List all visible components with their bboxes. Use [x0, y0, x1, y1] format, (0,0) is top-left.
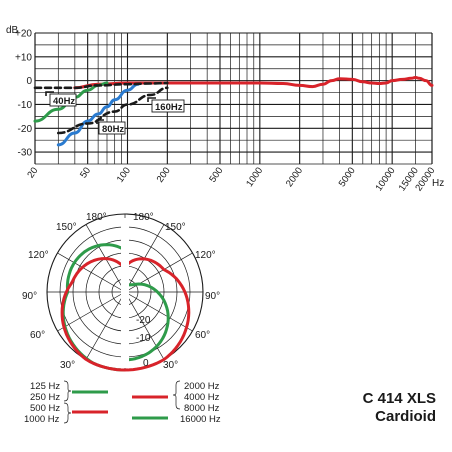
fr-xtick: 50	[78, 165, 93, 180]
polar-center-gap	[121, 218, 129, 368]
polar-left-red	[60, 257, 127, 372]
product-name: C 414 XLS	[363, 390, 436, 407]
fr-xtick: 500	[207, 165, 225, 184]
fr-xtick: 200	[155, 165, 173, 184]
polar-spoke	[124, 291, 165, 360]
fr-ylabel: dB	[6, 25, 19, 36]
polar-right-red	[123, 257, 191, 372]
angle-150-left: 150°	[56, 222, 77, 233]
fr-hook-40	[45, 91, 54, 96]
radial-minus10: -10	[136, 333, 151, 344]
fr-ytick: -20	[18, 124, 33, 135]
legend-8000hz: 8000 Hz	[184, 403, 220, 414]
annot-40hz: 40Hz	[53, 96, 75, 107]
fr-series-0	[73, 75, 434, 90]
fr-grid	[34, 32, 433, 165]
brace-right	[172, 380, 181, 410]
polar-angle-labels: 180° 150° 120° 90° 60° 30° 180° 150° 120…	[22, 212, 220, 371]
frequency-response-chart: +20 +10 0 -10 -20 -30 20 50 100 200 500 1000 2000 50…	[6, 25, 444, 193]
legend-2000hz: 2000 Hz	[184, 381, 220, 392]
polar-spoke	[57, 252, 126, 293]
fr-xtick: 10000	[373, 165, 397, 193]
fr-xtick: 1000	[244, 165, 265, 189]
fr-xtick: 100	[115, 165, 133, 184]
fr-series-4	[57, 86, 169, 135]
fr-xtick: 2000	[284, 165, 305, 189]
legend-250hz: 250 Hz	[30, 392, 60, 403]
annot-box-160hz	[151, 99, 185, 113]
polar-spoke	[85, 291, 126, 360]
annot-160hz: 160Hz	[155, 102, 183, 113]
fr-ytick: -30	[18, 148, 33, 159]
angle-180-left: 180°	[86, 212, 107, 223]
angle-90-left: 90°	[22, 291, 37, 302]
fr-hook-160	[147, 97, 156, 102]
brace-left-top	[63, 380, 72, 402]
polar-pattern-chart: 180° 150° 120° 90° 60° 30° 180° 150° 120…	[22, 212, 220, 372]
fr-annotations: 40Hz 80Hz 160Hz	[49, 93, 185, 135]
polar-left-green	[61, 243, 126, 372]
annot-box-40hz	[49, 93, 77, 107]
fr-series-3	[33, 81, 169, 90]
legend-125hz: 125 Hz	[30, 381, 60, 392]
fr-series-2	[56, 82, 140, 147]
fr-hook-80	[96, 119, 104, 124]
legend-1000hz: 1000 Hz	[24, 414, 60, 425]
fr-ytick: 0	[26, 76, 32, 87]
annot-80hz: 80Hz	[102, 124, 124, 135]
angle-60-left: 60°	[30, 330, 45, 341]
angle-60-right: 60°	[195, 330, 210, 341]
polar-legend: 125 Hz 250 Hz 500 Hz 1000 Hz 2000 Hz 400…	[24, 380, 221, 425]
angle-120-right: 120°	[195, 250, 216, 261]
fr-xlabel: Hz	[432, 178, 444, 189]
fr-ytick: -10	[18, 100, 33, 111]
brace-left-bottom	[63, 402, 72, 424]
fr-y-ticks: +20 +10 0 -10 -20 -30	[15, 29, 32, 159]
fr-series	[33, 75, 434, 147]
polar-radial-labels: -20 -10 0	[136, 315, 151, 369]
annot-box-80hz	[98, 121, 126, 135]
radial-0: 0	[143, 358, 149, 369]
angle-90-right: 90°	[205, 291, 220, 302]
radial-minus20: -20	[136, 315, 151, 326]
fr-ytick: +20	[15, 29, 32, 40]
legend-16000hz: 16000 Hz	[180, 414, 221, 425]
product-pattern: Cardioid	[375, 408, 436, 425]
fr-xtick: 5000	[337, 165, 358, 189]
angle-30-left: 30°	[60, 360, 75, 371]
fr-xtick: 20	[25, 165, 40, 180]
angle-30-right: 30°	[163, 360, 178, 371]
angle-150-right: 150°	[165, 222, 186, 233]
fr-ytick: +10	[15, 52, 32, 63]
legend-4000hz: 4000 Hz	[184, 392, 220, 403]
angle-120-left: 120°	[28, 250, 49, 261]
polar-curves	[60, 243, 191, 372]
legend-500hz: 500 Hz	[30, 403, 60, 414]
angle-180-right: 180°	[133, 212, 154, 223]
polar-right-green	[123, 282, 170, 362]
polar-spoke	[57, 291, 126, 332]
polar-spoke	[124, 291, 193, 332]
